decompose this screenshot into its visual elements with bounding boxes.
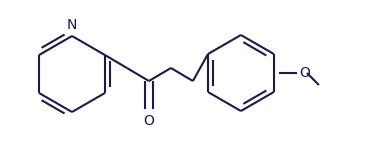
Text: O: O (144, 114, 154, 128)
Text: O: O (299, 66, 310, 80)
Text: N: N (67, 18, 77, 32)
